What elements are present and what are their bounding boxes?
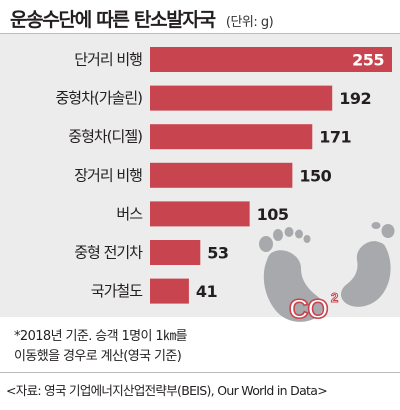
category-label: 중형 전기차 xyxy=(74,244,143,262)
bar xyxy=(150,85,333,111)
source-divider xyxy=(0,372,400,373)
chart-header: 운송수단에 따른 탄소발자국 (단위: g) xyxy=(10,5,274,32)
footnote-line-2: 이동했을 경우로 계산(영국 기준) xyxy=(14,349,182,364)
footprints-icon: CO 2 xyxy=(259,222,395,325)
bar xyxy=(150,47,392,72)
value-label: 41 xyxy=(196,282,218,301)
co2-text: CO xyxy=(289,294,328,324)
value-label: 105 xyxy=(257,205,289,224)
category-label: 중형차(디젤) xyxy=(68,128,142,146)
category-label: 장거리 비행 xyxy=(74,166,142,184)
category-label: 중형차(가솔린) xyxy=(55,89,142,107)
bar xyxy=(150,201,250,227)
value-label: 150 xyxy=(299,166,331,185)
footnote-line-1: *2018년 기준. 승객 1명이 1㎞를 xyxy=(14,329,187,344)
bar xyxy=(150,278,189,304)
category-label: 버스 xyxy=(116,205,143,223)
co2-badge: CO 2 xyxy=(288,290,339,325)
value-label: 255 xyxy=(352,51,384,70)
bar xyxy=(150,240,201,265)
value-label: 192 xyxy=(339,89,371,108)
title-divider xyxy=(0,33,400,34)
source-credit: <자료: 영국 기업에너지산업전략부(BEIS), Our World in D… xyxy=(6,383,328,398)
right-foot-icon xyxy=(341,222,395,307)
chart-title: 운송수단에 따른 탄소발자국 xyxy=(10,9,216,31)
bar-chart: 단거리 비행 255 중형차(가솔린) 192 중형차(디젤) 171 장거리 비행 150 버… xyxy=(55,47,392,304)
bar xyxy=(150,162,293,188)
category-label: 단거리 비행 xyxy=(74,51,142,69)
unit-label: (단위: g) xyxy=(225,15,274,30)
value-label: 171 xyxy=(319,128,351,147)
value-label: 53 xyxy=(207,244,228,263)
footnote: *2018년 기준. 승객 1명이 1㎞를 이동했을 경우로 계산(영국 기준) xyxy=(14,327,254,367)
left-foot-icon xyxy=(259,227,323,322)
co2-subscript: 2 xyxy=(331,290,338,305)
bar xyxy=(150,124,313,150)
category-label: 국가철도 xyxy=(91,282,143,300)
